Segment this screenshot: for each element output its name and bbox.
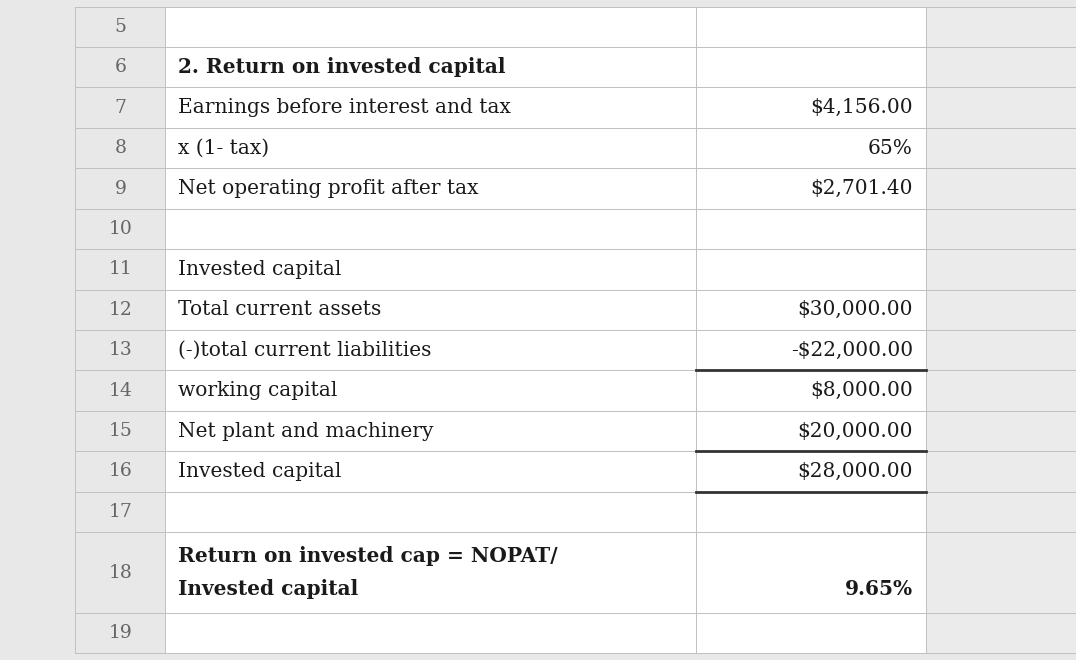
Bar	[0, 0, 75, 660]
Bar	[925, 330, 1076, 370]
Bar	[696, 128, 925, 168]
Bar	[925, 492, 1076, 532]
Text: $30,000.00: $30,000.00	[797, 300, 912, 319]
Bar	[75, 47, 166, 88]
Text: 11: 11	[109, 260, 132, 279]
Text: 2. Return on invested capital: 2. Return on invested capital	[179, 57, 506, 77]
Text: x (1- tax): x (1- tax)	[179, 139, 269, 158]
Bar	[696, 330, 925, 370]
Text: Invested capital: Invested capital	[179, 462, 342, 481]
Bar	[166, 7, 696, 47]
Text: $28,000.00: $28,000.00	[797, 462, 912, 481]
Bar	[696, 532, 925, 613]
Bar	[166, 330, 696, 370]
Text: $2,701.40: $2,701.40	[810, 179, 912, 198]
Text: 6: 6	[114, 58, 126, 77]
Text: -$22,000.00: -$22,000.00	[791, 341, 912, 360]
Bar	[75, 370, 166, 411]
Bar	[696, 7, 925, 47]
Bar	[166, 532, 696, 613]
Text: Invested capital: Invested capital	[179, 579, 358, 599]
Bar	[696, 613, 925, 653]
Bar	[925, 168, 1076, 209]
Bar	[696, 370, 925, 411]
Bar	[166, 492, 696, 532]
Bar	[925, 613, 1076, 653]
Text: Net plant and machinery: Net plant and machinery	[179, 422, 434, 441]
Bar	[75, 411, 166, 451]
Bar	[75, 613, 166, 653]
Bar	[75, 88, 166, 128]
Text: working capital: working capital	[179, 381, 338, 400]
Bar	[925, 532, 1076, 613]
Bar	[696, 411, 925, 451]
Text: 13: 13	[109, 341, 132, 359]
Bar	[166, 290, 696, 330]
Bar	[925, 7, 1076, 47]
Text: 9: 9	[114, 180, 126, 197]
Text: $4,156.00: $4,156.00	[810, 98, 912, 117]
Bar	[166, 451, 696, 492]
Bar	[166, 168, 696, 209]
Text: 15: 15	[109, 422, 132, 440]
Bar	[166, 249, 696, 290]
Bar	[75, 249, 166, 290]
Bar	[75, 451, 166, 492]
Bar	[925, 370, 1076, 411]
Bar	[925, 451, 1076, 492]
Text: 65%: 65%	[868, 139, 912, 158]
Bar	[166, 47, 696, 88]
Text: $20,000.00: $20,000.00	[797, 422, 912, 441]
Bar	[925, 411, 1076, 451]
Bar	[166, 128, 696, 168]
Text: 16: 16	[109, 463, 132, 480]
Text: 12: 12	[109, 301, 132, 319]
Text: 14: 14	[109, 381, 132, 400]
Bar	[75, 168, 166, 209]
Bar	[925, 47, 1076, 88]
Bar	[696, 492, 925, 532]
Text: Invested capital: Invested capital	[179, 260, 342, 279]
Bar	[925, 290, 1076, 330]
Bar	[696, 451, 925, 492]
Text: 19: 19	[109, 624, 132, 642]
Bar	[166, 613, 696, 653]
Bar	[696, 168, 925, 209]
Text: Total current assets: Total current assets	[179, 300, 382, 319]
Text: 10: 10	[109, 220, 132, 238]
Text: Earnings before interest and tax: Earnings before interest and tax	[179, 98, 511, 117]
Bar	[75, 330, 166, 370]
Text: Net operating profit after tax: Net operating profit after tax	[179, 179, 479, 198]
Bar	[925, 128, 1076, 168]
Bar	[696, 88, 925, 128]
Bar	[75, 492, 166, 532]
Text: Return on invested cap = NOPAT/: Return on invested cap = NOPAT/	[179, 546, 558, 566]
Text: 17: 17	[109, 503, 132, 521]
Text: 7: 7	[114, 98, 126, 117]
Bar	[696, 290, 925, 330]
Bar	[166, 209, 696, 249]
Bar	[75, 128, 166, 168]
Text: 8: 8	[114, 139, 126, 157]
Bar	[75, 209, 166, 249]
Text: 9.65%: 9.65%	[845, 579, 912, 599]
Bar	[75, 532, 166, 613]
Bar	[75, 290, 166, 330]
Bar	[75, 7, 166, 47]
Bar	[925, 209, 1076, 249]
Bar	[925, 88, 1076, 128]
Bar	[696, 47, 925, 88]
Text: (-)total current liabilities: (-)total current liabilities	[179, 341, 431, 360]
Text: 18: 18	[109, 564, 132, 581]
Bar	[696, 249, 925, 290]
Bar	[166, 370, 696, 411]
Bar	[925, 249, 1076, 290]
Text: $8,000.00: $8,000.00	[810, 381, 912, 400]
Bar	[696, 209, 925, 249]
Bar	[166, 411, 696, 451]
Bar	[166, 88, 696, 128]
Text: 5: 5	[114, 18, 126, 36]
